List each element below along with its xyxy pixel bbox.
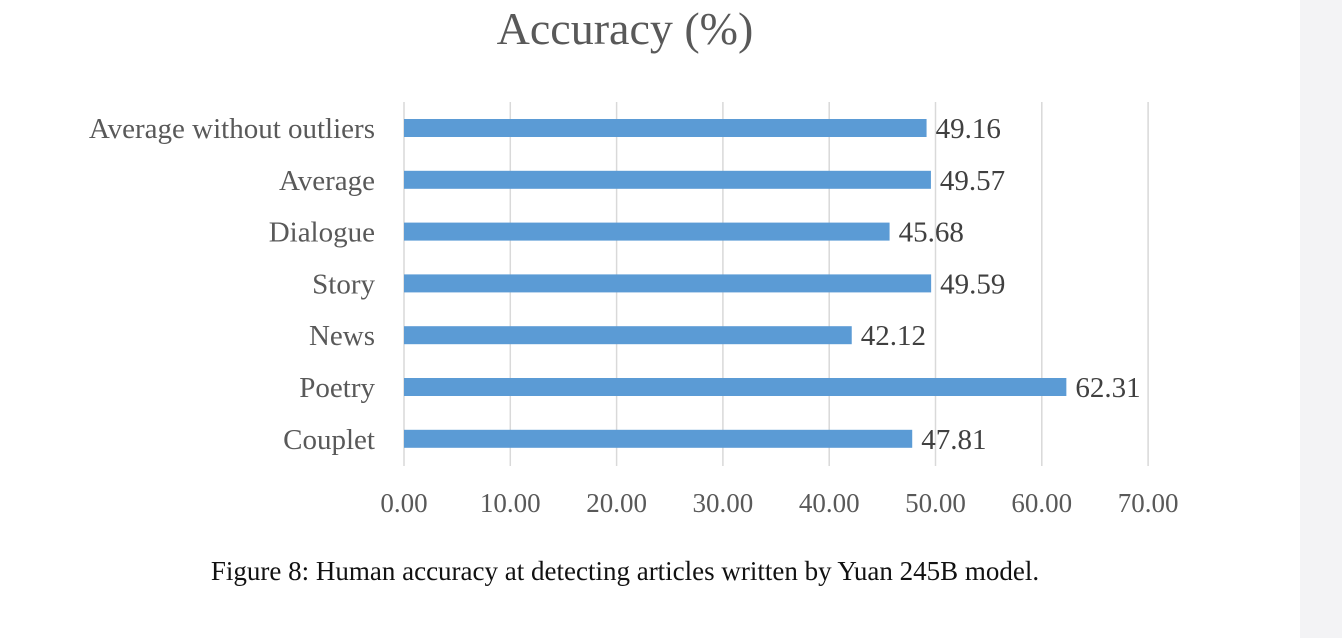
x-tick-label: 10.00 xyxy=(480,488,541,518)
bar xyxy=(404,429,913,448)
data-label: 49.59 xyxy=(940,268,1005,300)
bar xyxy=(404,326,852,345)
figure-caption: Figure 8: Human accuracy at detecting ar… xyxy=(210,556,1040,586)
category-label: Average xyxy=(279,165,375,197)
page-edge-strip xyxy=(1300,0,1342,638)
x-tick-label: 40.00 xyxy=(799,488,860,518)
x-tick-label: 60.00 xyxy=(1011,488,1072,518)
category-label: Story xyxy=(312,268,375,300)
data-label: 49.16 xyxy=(936,113,1001,145)
x-tick-label: 20.00 xyxy=(586,488,647,518)
x-tick-label: 50.00 xyxy=(905,488,966,518)
category-label: Dialogue xyxy=(269,217,375,249)
bar xyxy=(404,274,932,293)
bar-chart: 0.00 10.00 20.00 30.00 40.00 50.00 60.00 70.00 A… xyxy=(89,102,1179,518)
data-label: 49.57 xyxy=(940,165,1005,197)
bar xyxy=(404,170,931,189)
x-tick-label: 30.00 xyxy=(693,488,754,518)
bar xyxy=(404,119,927,137)
data-label: 45.68 xyxy=(899,217,964,249)
x-tick-label: 70.00 xyxy=(1118,488,1179,518)
category-label: Average without outliers xyxy=(89,113,375,145)
bar xyxy=(404,222,890,241)
data-label: 42.12 xyxy=(861,320,926,352)
data-label: 47.81 xyxy=(921,424,986,456)
bar xyxy=(404,378,1067,396)
data-label: 62.31 xyxy=(1075,372,1140,404)
category-label: Couplet xyxy=(283,424,375,456)
category-label: News xyxy=(309,320,375,352)
chart-title: Accuracy (%) xyxy=(496,3,754,54)
category-label: Poetry xyxy=(299,372,375,404)
x-tick-label: 0.00 xyxy=(380,488,427,518)
